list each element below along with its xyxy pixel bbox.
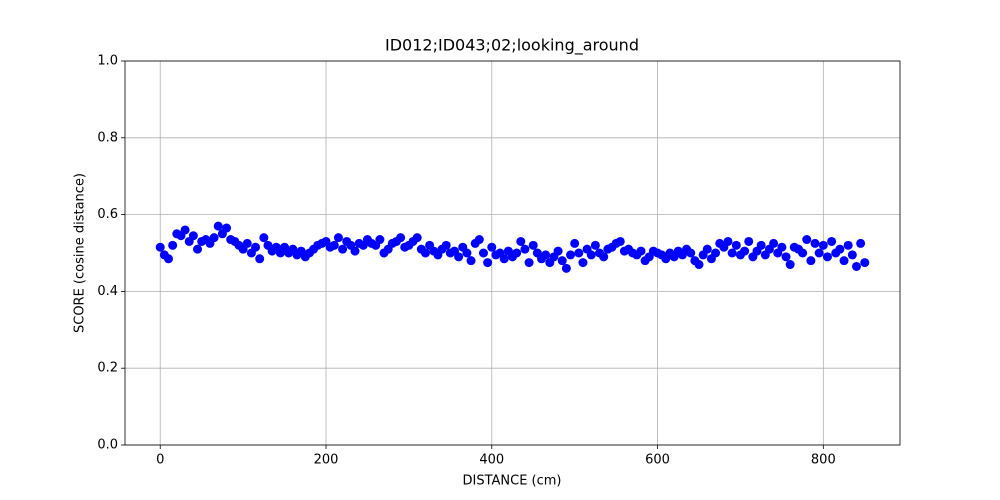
point — [590, 240, 600, 250]
point — [329, 240, 339, 250]
point — [806, 256, 816, 266]
point — [756, 240, 766, 250]
point — [636, 246, 646, 256]
point — [835, 244, 845, 254]
y-tick-label: 0.6 — [97, 207, 118, 222]
point — [599, 252, 609, 262]
point — [168, 240, 178, 250]
y-axis-label: SCORE (cosine distance) — [73, 173, 88, 333]
x-tick-label: 0 — [156, 453, 164, 468]
point — [188, 231, 198, 241]
point — [466, 256, 476, 266]
point — [586, 250, 596, 260]
point — [487, 242, 497, 252]
point — [727, 248, 737, 258]
point — [454, 252, 464, 262]
point — [851, 261, 861, 271]
point — [553, 246, 563, 256]
point — [209, 233, 219, 243]
point — [420, 248, 430, 258]
point — [213, 221, 223, 231]
point — [822, 252, 832, 262]
point — [615, 236, 625, 246]
point — [694, 260, 704, 270]
point — [516, 236, 526, 246]
point — [251, 242, 261, 252]
point — [856, 238, 866, 248]
point — [375, 235, 385, 245]
y-tick-label: 0.2 — [97, 361, 118, 376]
point — [814, 248, 824, 258]
plot-frame — [124, 60, 901, 446]
point — [686, 248, 696, 258]
point — [574, 248, 584, 258]
point — [847, 250, 857, 260]
point — [798, 248, 808, 258]
point — [566, 250, 576, 260]
x-axis-label: DISTANCE (cm) — [462, 474, 561, 489]
point — [242, 238, 252, 248]
point — [723, 236, 733, 246]
point — [512, 248, 522, 258]
y-tick-label: 1.0 — [97, 54, 118, 69]
point — [164, 254, 174, 264]
x-tick-label: 200 — [314, 453, 339, 468]
point — [578, 258, 588, 268]
x-tick-label: 800 — [811, 453, 836, 468]
x-tick-label: 400 — [479, 453, 504, 468]
point — [520, 244, 530, 254]
point — [802, 235, 812, 245]
point — [412, 233, 422, 243]
point — [818, 240, 828, 250]
point — [180, 225, 190, 235]
point — [478, 248, 488, 258]
point — [462, 248, 472, 258]
point — [561, 263, 571, 273]
point — [839, 256, 849, 266]
chart-title: ID012;ID043;02;looking_around — [385, 36, 639, 56]
x-tick-label: 600 — [645, 453, 670, 468]
point — [781, 252, 791, 262]
point — [333, 233, 343, 243]
point — [396, 233, 406, 243]
point — [441, 240, 451, 250]
point — [740, 246, 750, 256]
point — [474, 235, 484, 245]
point — [255, 254, 265, 264]
point — [785, 260, 795, 270]
point — [541, 250, 551, 260]
point — [557, 256, 567, 266]
point — [769, 238, 779, 248]
point — [155, 242, 165, 252]
point — [338, 244, 348, 254]
point — [222, 223, 232, 233]
point — [193, 244, 203, 254]
point — [711, 248, 721, 258]
y-tick-label: 0.4 — [97, 284, 118, 299]
point — [528, 240, 538, 250]
point — [810, 238, 820, 248]
point — [702, 244, 712, 254]
point — [350, 246, 360, 256]
point — [483, 258, 493, 268]
point — [499, 254, 509, 264]
point — [843, 240, 853, 250]
point — [259, 233, 269, 243]
y-tick-label: 0.8 — [97, 130, 118, 145]
point — [731, 240, 741, 250]
point — [570, 238, 580, 248]
point — [860, 258, 870, 268]
point — [827, 236, 837, 246]
point — [524, 258, 534, 268]
point — [744, 236, 754, 246]
y-tick-label: 0.0 — [97, 438, 118, 453]
point — [777, 242, 787, 252]
